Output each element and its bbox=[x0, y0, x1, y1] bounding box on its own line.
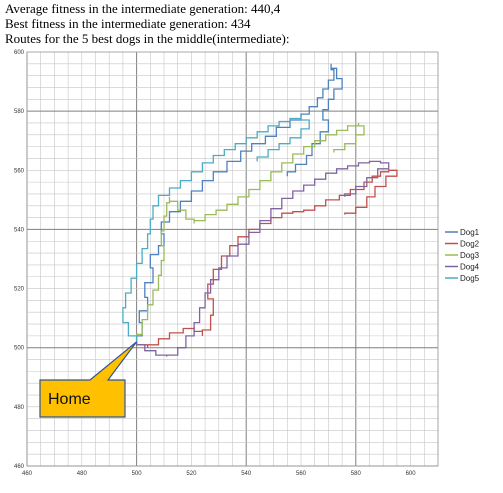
x-tick-label: 500 bbox=[132, 471, 143, 477]
plot-frame bbox=[26, 51, 439, 467]
y-tick-label: 580 bbox=[14, 109, 25, 115]
legend-label: Dog4 bbox=[460, 263, 480, 272]
y-tick-label: 500 bbox=[14, 346, 25, 352]
x-tick-label: 460 bbox=[22, 471, 33, 477]
header-routes-caption: Routes for the 5 best dogs in the middle… bbox=[5, 31, 290, 46]
chart-routes bbox=[122, 63, 398, 357]
header-average-fitness: Average fitness in the intermediate gene… bbox=[5, 1, 281, 16]
y-tick-label: 600 bbox=[14, 50, 25, 56]
x-tick-label: 600 bbox=[406, 471, 417, 477]
y-tick-label: 540 bbox=[14, 227, 25, 233]
home-callout: Home bbox=[39, 341, 138, 418]
legend-label: Dog1 bbox=[460, 228, 480, 237]
route-dog3 bbox=[135, 123, 365, 342]
header-best-fitness: Best fitness in the intermediate generat… bbox=[5, 16, 251, 31]
chart-tick-labels: 460 480 500 520 540 560 580 600 460 480 500 520 540 5… bbox=[14, 50, 416, 477]
route-dog4 bbox=[135, 160, 390, 357]
x-tick-label: 580 bbox=[351, 471, 362, 477]
x-tick-label: 480 bbox=[77, 471, 88, 477]
y-tick-label: 480 bbox=[14, 405, 25, 411]
chart-gridlines bbox=[26, 51, 439, 467]
chart-legend: Dog1 Dog2 Dog3 Dog4 Dog5 bbox=[445, 228, 480, 283]
x-tick-label: 560 bbox=[296, 471, 307, 477]
y-tick-label: 460 bbox=[14, 464, 25, 470]
legend-label: Dog3 bbox=[460, 251, 480, 260]
route-dog5 bbox=[122, 117, 310, 342]
x-tick-label: 540 bbox=[241, 471, 252, 477]
x-tick-label: 520 bbox=[186, 471, 197, 477]
route-dog1 bbox=[135, 63, 343, 342]
home-callout-label: Home bbox=[48, 391, 91, 408]
y-tick-label: 520 bbox=[14, 287, 25, 293]
route-dog2 bbox=[135, 169, 398, 348]
home-callout-shape bbox=[39, 341, 138, 418]
legend-label: Dog2 bbox=[460, 240, 480, 249]
legend-label: Dog5 bbox=[460, 274, 480, 283]
y-tick-label: 560 bbox=[14, 168, 25, 174]
